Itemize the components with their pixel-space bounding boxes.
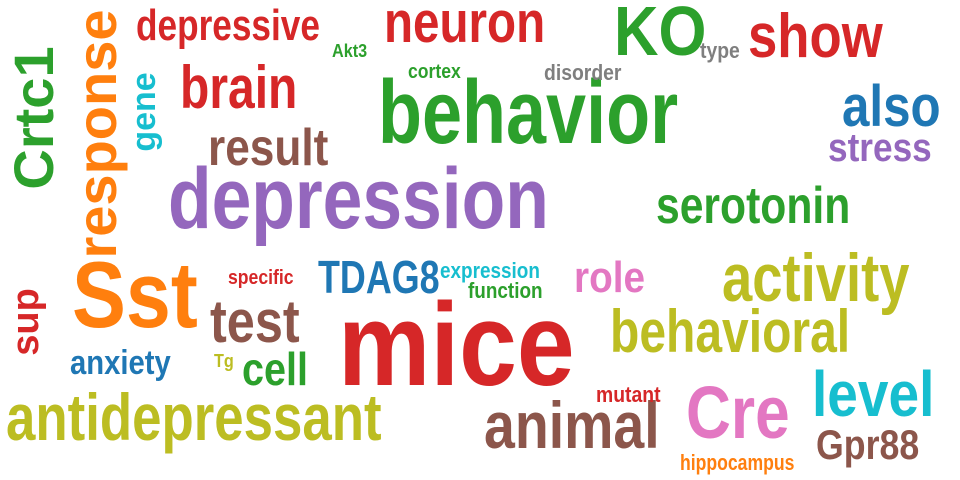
word-tdag8: TDAG8 [318, 251, 440, 303]
word-cre: Cre [686, 371, 790, 454]
word-gene: gene [125, 72, 163, 152]
word-role: role [574, 253, 646, 302]
word-test: test [210, 288, 300, 355]
word-cortex: cortex [408, 61, 461, 83]
word-mice: mice [338, 279, 575, 411]
word-depressive: depressive [136, 1, 320, 50]
word-type: type [700, 38, 740, 63]
word-akt3: Akt3 [332, 41, 368, 61]
word-cell: cell [242, 343, 308, 395]
word-show: show [748, 2, 883, 71]
word-mutant: mutant [596, 382, 661, 407]
word-behavior: behavior [378, 63, 679, 163]
word-antidepressant: antidepressant [6, 380, 382, 454]
word-stress: stress [828, 126, 932, 170]
word-anxiety: anxiety [70, 344, 171, 382]
word-also: also [842, 74, 941, 139]
word-tg: Tg [214, 351, 234, 371]
word-brain: brain [180, 54, 298, 121]
word-serotonin: serotonin [656, 177, 851, 235]
word-expression: expression [440, 258, 540, 283]
word-hippocampus: hippocampus [680, 450, 795, 475]
word-function: function [468, 278, 543, 303]
word-result: result [208, 119, 329, 177]
word-crtc1: Crtc1 [2, 46, 65, 190]
word-sup: sup [5, 288, 47, 356]
word-depression: depression [168, 151, 549, 247]
word-level: level [812, 358, 935, 430]
word-disorder: disorder [544, 60, 622, 85]
word-activity: activity [722, 240, 910, 316]
word-gpr88: Gpr88 [816, 421, 920, 468]
word-behavioral: behavioral [610, 298, 851, 365]
word-specific: specific [228, 267, 294, 289]
word-response: response [65, 9, 128, 259]
word-sst: Sst [72, 242, 198, 347]
word-ko: KO [614, 0, 707, 70]
word-animal: animal [484, 388, 660, 462]
word-neuron: neuron [384, 0, 546, 55]
